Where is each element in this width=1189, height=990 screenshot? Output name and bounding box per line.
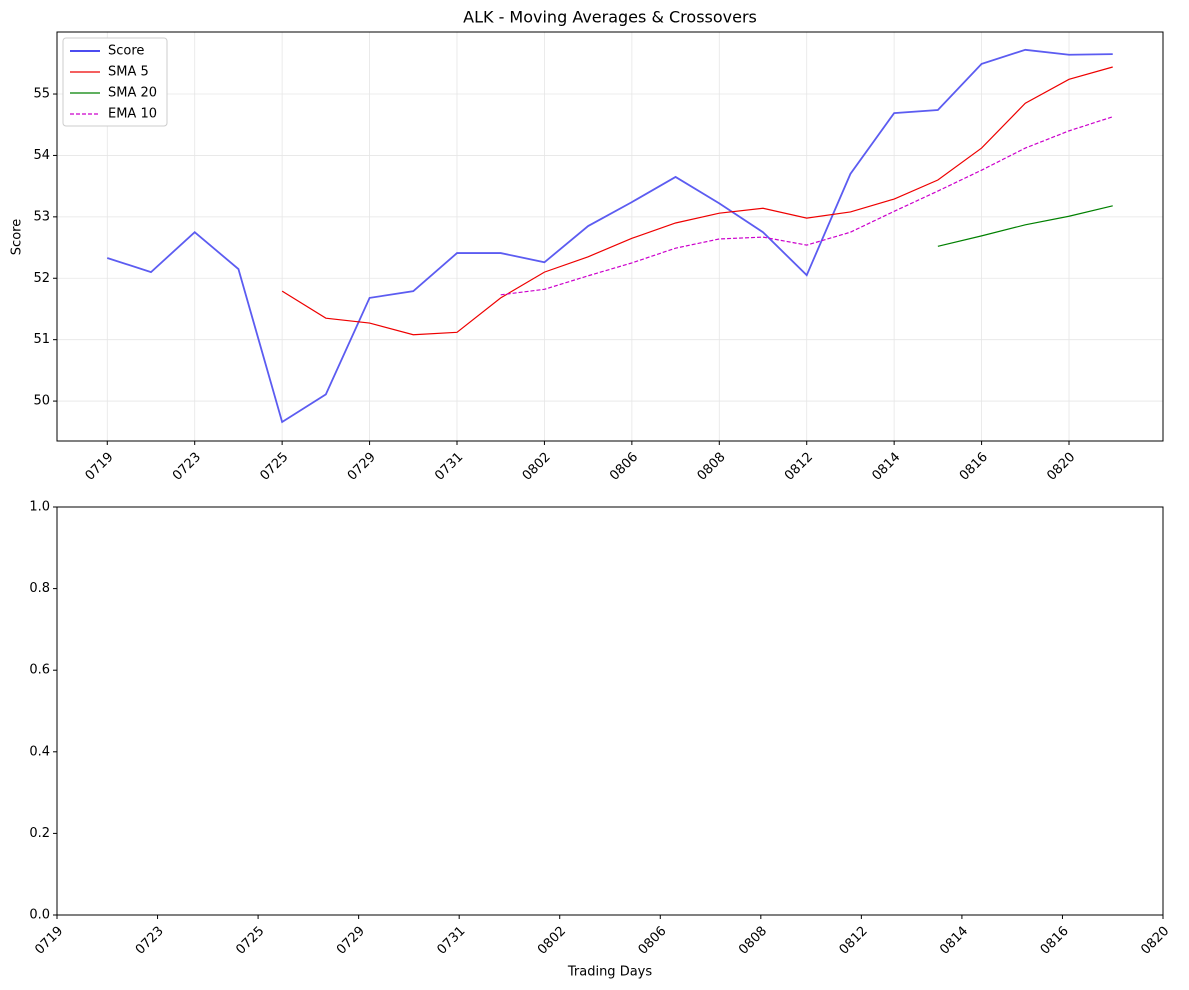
y-tick-label: 0.4: [29, 744, 50, 759]
y-tick-label: 0.8: [29, 581, 50, 596]
x-tick-label: 0812: [837, 924, 871, 958]
y-tick-label: 53: [33, 209, 50, 224]
legend-label: SMA 5: [108, 65, 149, 80]
x-tick-label: 0812: [782, 450, 816, 484]
x-tick-label: 0731: [434, 924, 468, 958]
legend-label: EMA 10: [108, 107, 157, 122]
y-tick-label: 0.0: [29, 908, 50, 923]
y-tick-label: 50: [33, 394, 50, 409]
x-tick-label: 0806: [636, 924, 670, 958]
x-tick-label: 0802: [520, 450, 554, 484]
x-tick-label: 0719: [32, 924, 66, 958]
y-tick-label: 0.6: [29, 663, 50, 678]
plot-frame: [56, 506, 1164, 916]
x-tick-label: 0816: [1038, 924, 1072, 958]
plot-frame: [56, 31, 1164, 442]
y-tick-label: 52: [33, 271, 50, 286]
series-line: [500, 116, 1113, 296]
legend-box: [62, 37, 168, 127]
x-tick-label: 0814: [937, 924, 971, 958]
x-tick-label: 0820: [1044, 450, 1078, 484]
y-axis-label: Score: [10, 219, 25, 255]
y-tick-label: 0.2: [29, 826, 50, 841]
y-tick-label: 51: [33, 332, 50, 347]
y-tick-label: 1.0: [29, 500, 50, 515]
x-tick-label: 0808: [695, 450, 729, 484]
series-line: [106, 48, 1113, 424]
legend-label: SMA 20: [108, 86, 157, 101]
x-tick-label: 0806: [607, 450, 641, 484]
x-tick-label: 0808: [736, 924, 770, 958]
x-tick-label: 0729: [345, 450, 379, 484]
x-axis-label: Trading Days: [567, 965, 652, 980]
legend-label: Score: [108, 44, 144, 59]
x-tick-label: 0723: [133, 924, 167, 958]
x-tick-label: 0814: [869, 450, 903, 484]
x-tick-label: 0731: [432, 450, 466, 484]
x-tick-label: 0719: [83, 450, 117, 484]
series-line: [937, 205, 1113, 247]
x-tick-label: 0816: [957, 450, 991, 484]
chart-title: ALK - Moving Averages & Crossovers: [463, 8, 757, 27]
x-tick-label: 0725: [233, 924, 267, 958]
y-tick-label: 54: [33, 148, 50, 163]
x-tick-label: 0820: [1138, 924, 1172, 958]
x-tick-label: 0802: [535, 924, 569, 958]
series-line: [281, 66, 1113, 336]
x-tick-label: 0729: [334, 924, 368, 958]
y-tick-label: 55: [33, 87, 50, 102]
x-tick-label: 0725: [257, 450, 291, 484]
x-tick-label: 0723: [170, 450, 204, 484]
